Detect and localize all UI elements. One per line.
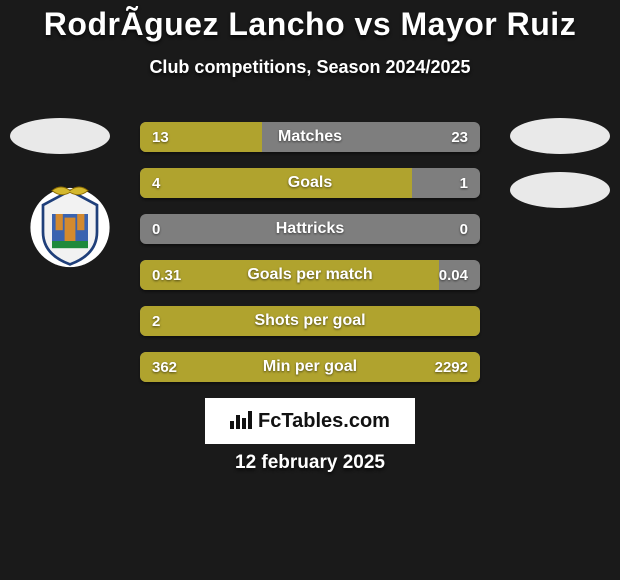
left-player-badge (10, 118, 110, 154)
stat-value-left: 0 (140, 214, 172, 244)
right-player-badge-1 (510, 118, 610, 154)
right-player-badge-2 (510, 172, 610, 208)
stat-value-left: 4 (140, 168, 172, 198)
stat-value-left: 362 (140, 352, 189, 382)
page-subtitle: Club competitions, Season 2024/2025 (0, 57, 620, 78)
stat-value-right: 1 (448, 168, 480, 198)
stat-row: Shots per goal2 (140, 306, 480, 336)
brand-logo: FcTables.com (205, 398, 415, 444)
club-shield-icon (25, 178, 115, 268)
stat-label: Goals (140, 168, 480, 198)
comparison-bars: Matches1323Goals41Hattricks00Goals per m… (140, 122, 480, 398)
stat-label: Hattricks (140, 214, 480, 244)
footer-date: 12 february 2025 (0, 452, 620, 474)
stat-row: Min per goal3622292 (140, 352, 480, 382)
stat-row: Goals4 1 (140, 168, 480, 198)
stat-value-left: 13 (140, 122, 181, 152)
stat-row: Matches13 23 (140, 122, 480, 152)
brand-chart-icon (230, 409, 252, 434)
stat-row: Hattricks0 0 (140, 214, 480, 244)
stat-value-right: 0.04 (427, 260, 480, 290)
stat-row: Goals per match0.310.04 (140, 260, 480, 290)
stat-value-left: 0.31 (140, 260, 193, 290)
stat-value-right: 23 (439, 122, 480, 152)
stat-value-right: 2292 (423, 352, 480, 382)
stat-label: Matches (140, 122, 480, 152)
stat-value-left: 2 (140, 306, 172, 336)
stat-value-right (456, 306, 480, 336)
brand-text: FcTables.com (258, 410, 390, 433)
page-title: RodrÃ­guez Lancho vs Mayor Ruiz (0, 0, 620, 43)
stat-label: Shots per goal (140, 306, 480, 336)
stat-value-right: 0 (448, 214, 480, 244)
